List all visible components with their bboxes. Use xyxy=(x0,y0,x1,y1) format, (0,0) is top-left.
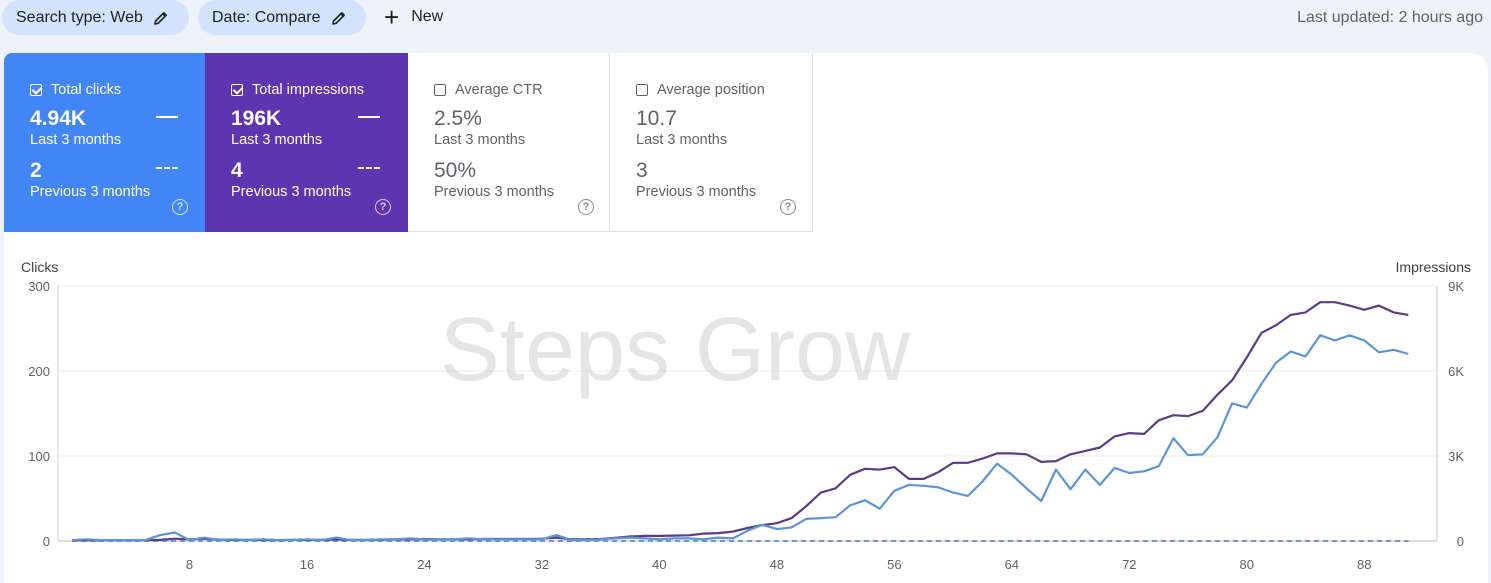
help-icon[interactable]: ? xyxy=(172,199,188,215)
help-icon[interactable]: ? xyxy=(375,199,391,215)
metric-current-label: Last 3 months xyxy=(636,132,728,148)
x-tick-label: 24 xyxy=(417,557,431,572)
metric-title: Average CTR xyxy=(455,82,543,98)
watermark-text: Steps Grow xyxy=(440,300,911,400)
x-tick-label: 8 xyxy=(186,557,193,572)
metric-title: Average position xyxy=(657,82,765,98)
metric-current-value: 4.94K xyxy=(30,107,87,130)
right-axis-title: Impressions xyxy=(1395,259,1471,275)
edit-pencil-icon[interactable] xyxy=(331,10,347,26)
date-filter-chip[interactable]: Date: Compare xyxy=(198,0,366,35)
metric-title: Total clicks xyxy=(51,82,122,98)
checkbox-unchecked-icon[interactable] xyxy=(434,84,446,96)
y-right-tick-label: 9K xyxy=(1448,279,1464,294)
y-left-tick-label: 300 xyxy=(28,279,50,294)
series-line-total-clicks xyxy=(71,334,1409,542)
x-tick-label: 16 xyxy=(300,557,314,572)
previous-period-legend-line xyxy=(156,167,178,169)
metric-card-total-impressions[interactable]: Total impressions 196K Last 3 months 4 P… xyxy=(205,53,408,232)
plus-icon: + xyxy=(384,2,400,32)
metric-previous-value: 50% xyxy=(434,159,477,182)
y-left-tick-label: 100 xyxy=(28,449,50,464)
metric-card-average-ctr[interactable]: Average CTR 2.5% Last 3 months 50% Previ… xyxy=(408,53,610,232)
new-filter-label: New xyxy=(411,8,444,25)
metric-title: Total impressions xyxy=(252,82,365,98)
left-axis-title: Clicks xyxy=(21,259,59,275)
performance-chart: 300 9K 200 6K 100 3K 0 0 8 16 24 32 40 48 56 64 72 80 88 St… xyxy=(28,279,1464,572)
last-updated-text: Last updated: 2 hours ago xyxy=(1297,9,1483,26)
x-tick-label: 80 xyxy=(1240,557,1254,572)
checkbox-checked-icon[interactable] xyxy=(231,84,243,96)
metric-card-average-position[interactable]: Average position 10.7 Last 3 months 3 Pr… xyxy=(610,53,813,232)
x-tick-label: 56 xyxy=(887,557,901,572)
y-right-tick-label: 3K xyxy=(1448,449,1464,464)
metric-previous-label: Previous 3 months xyxy=(30,184,151,200)
x-tick-label: 48 xyxy=(770,557,784,572)
y-left-tick-label: 200 xyxy=(28,364,50,379)
metric-current-label: Last 3 months xyxy=(434,132,526,148)
metric-current-label: Last 3 months xyxy=(231,132,323,148)
help-icon[interactable]: ? xyxy=(578,199,594,215)
x-tick-label: 72 xyxy=(1122,557,1136,572)
y-right-tick-label: 0 xyxy=(1457,534,1464,549)
help-icon[interactable]: ? xyxy=(780,199,796,215)
checkbox-checked-icon[interactable] xyxy=(30,84,42,96)
metric-current-label: Last 3 months xyxy=(30,132,122,148)
previous-period-legend-line xyxy=(358,167,380,169)
date-filter-label: Date: Compare xyxy=(212,8,321,26)
search-type-filter-label: Search type: Web xyxy=(16,8,143,26)
checkbox-unchecked-icon[interactable] xyxy=(636,84,648,96)
x-tick-label: 40 xyxy=(652,557,666,572)
metric-previous-value: 2 xyxy=(30,159,42,182)
x-tick-label: 32 xyxy=(535,557,549,572)
current-period-legend-line xyxy=(156,116,178,118)
metric-previous-label: Previous 3 months xyxy=(231,184,352,200)
metric-previous-value: 3 xyxy=(636,159,648,182)
metric-card-total-clicks[interactable]: Total clicks 4.94K Last 3 months 2 Previ… xyxy=(4,53,205,232)
x-tick-label: 64 xyxy=(1005,557,1019,572)
current-period-legend-line xyxy=(358,116,380,118)
metric-current-value: 2.5% xyxy=(434,107,482,130)
y-right-tick-label: 6K xyxy=(1448,364,1464,379)
metric-previous-label: Previous 3 months xyxy=(636,184,757,200)
new-filter-button[interactable]: + New xyxy=(384,2,443,32)
x-tick-label: 88 xyxy=(1357,557,1371,572)
metric-current-value: 196K xyxy=(231,107,282,130)
metric-previous-value: 4 xyxy=(231,159,243,182)
y-left-tick-label: 0 xyxy=(43,534,50,549)
metric-previous-label: Previous 3 months xyxy=(434,184,555,200)
search-type-filter-chip[interactable]: Search type: Web xyxy=(2,0,189,35)
edit-pencil-icon[interactable] xyxy=(153,10,169,26)
metric-current-value: 10.7 xyxy=(636,107,677,130)
